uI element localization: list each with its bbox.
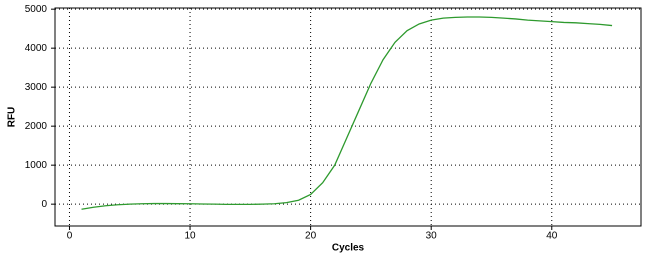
y-tick-label: 2000 [25,121,48,132]
data-line [81,16,613,210]
x-tick-label: 30 [426,231,438,242]
y-tick-label: 1000 [25,160,48,171]
y-tick-label: 0 [41,199,47,210]
y-tick-label: 3000 [25,82,48,93]
x-tick-label: 20 [305,231,317,242]
x-axis-title: Cycles [332,243,365,254]
x-tick-label: 10 [184,231,196,242]
y-tick-label: 4000 [25,43,48,54]
y-axis-title: RFU [7,107,18,128]
y-tick-label: 5000 [25,4,48,15]
x-tick-label: 40 [546,231,558,242]
x-tick-label: 0 [67,231,73,242]
plot-frame [54,7,642,227]
